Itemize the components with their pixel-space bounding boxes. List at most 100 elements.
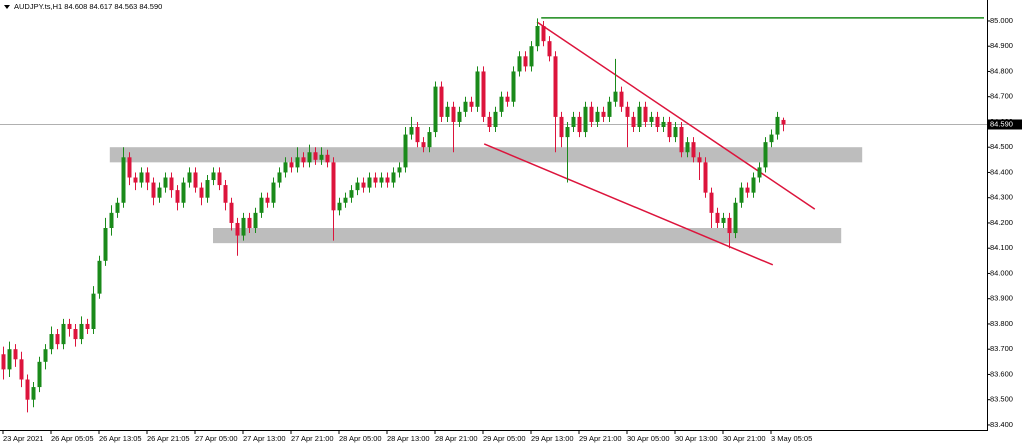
candle-body: [313, 152, 318, 160]
candle-body: [163, 177, 168, 188]
candle-body: [409, 127, 414, 135]
candle-body: [103, 228, 108, 261]
candle-body: [721, 217, 726, 223]
candle-body: [691, 142, 696, 158]
candle-body: [169, 177, 174, 191]
candle-body: [547, 41, 552, 57]
candle-body: [19, 359, 24, 380]
price-label-box: [988, 119, 1022, 130]
candle-body: [301, 157, 306, 163]
candle-body: [241, 217, 246, 236]
candle-body: [67, 323, 72, 330]
candle-body: [463, 101, 468, 112]
support-zone: [213, 228, 842, 244]
y-tick-label: 83.800: [990, 319, 1013, 328]
candle-body: [637, 106, 642, 128]
y-tick-label: 83.500: [990, 395, 1013, 404]
candle-body: [385, 177, 390, 183]
y-tick-label: 84.900: [990, 41, 1013, 50]
candle-body: [391, 172, 396, 183]
candle-body: [697, 157, 702, 163]
x-tick-label: 27 Apr 13:00: [243, 434, 286, 443]
plot-area: [0, 17, 987, 413]
candle-body: [769, 134, 774, 143]
candle-body: [337, 202, 342, 211]
candle-body: [49, 334, 54, 350]
candle-body: [349, 190, 354, 198]
x-tick-label: 26 Apr 13:05: [99, 434, 142, 443]
candle-body: [271, 182, 276, 203]
candle-body: [115, 202, 120, 213]
candle-body: [673, 127, 678, 138]
candle-body: [655, 116, 660, 128]
y-tick-label: 84.300: [990, 193, 1013, 202]
candle-body: [187, 172, 192, 183]
candle-body: [739, 187, 744, 203]
candle-body: [523, 56, 528, 67]
candle-body: [763, 142, 768, 168]
candle-body: [667, 121, 672, 138]
candle-body: [73, 329, 78, 340]
x-tick-label: 26 Apr 05:05: [51, 434, 94, 443]
price-label: 84.590: [990, 119, 1013, 128]
y-tick-label: 84.500: [990, 142, 1013, 151]
x-tick-label: 26 Apr 21:05: [147, 434, 190, 443]
candle-body: [517, 56, 522, 72]
candle-body: [139, 172, 144, 183]
candle-body: [715, 212, 720, 223]
y-tick-label: 83.400: [990, 420, 1013, 429]
x-tick-label: 30 Apr 05:00: [627, 434, 670, 443]
y-tick-label: 84.100: [990, 243, 1013, 252]
chart-title: AUDJPY.ts,H1 84.608 84.617 84.563 84.590: [14, 2, 162, 11]
candle-body: [205, 180, 210, 198]
candle-body: [331, 162, 336, 211]
candle-body: [541, 26, 546, 42]
candle-body: [247, 217, 252, 229]
candle-body: [643, 106, 648, 122]
candle-body: [781, 119, 786, 125]
candle-body: [133, 177, 138, 183]
candle-body: [565, 127, 570, 138]
candle-body: [295, 157, 300, 168]
trend-line: [536, 21, 816, 210]
candle-body: [403, 134, 408, 168]
candle-body: [529, 46, 534, 67]
candle-body: [727, 217, 732, 234]
candle-body: [85, 323, 90, 330]
candle-body: [379, 177, 384, 183]
candle-body: [613, 91, 618, 102]
candle-body: [361, 182, 366, 188]
candle-body: [1, 354, 6, 370]
candle-body: [235, 222, 240, 236]
candle-body: [43, 349, 48, 362]
candle-body: [433, 86, 438, 133]
menu-arrow[interactable]: [4, 5, 10, 9]
support-zone: [109, 147, 863, 163]
candle-body: [439, 86, 444, 117]
candle-body: [367, 177, 372, 188]
candle-body: [25, 379, 30, 400]
candle-body: [475, 71, 480, 107]
candle-body: [193, 172, 198, 188]
candle-body: [181, 182, 186, 203]
candle-body: [157, 187, 162, 198]
candle-body: [217, 172, 222, 186]
candle-body: [343, 197, 348, 203]
candle-body: [319, 154, 324, 160]
candle-body: [259, 197, 264, 213]
candle-body: [13, 349, 18, 360]
x-tick-label: 27 Apr 05:00: [195, 434, 238, 443]
candle-body: [109, 212, 114, 229]
y-tick-label: 83.900: [990, 294, 1013, 303]
x-tick-label: 30 Apr 13:00: [675, 434, 718, 443]
candle-body: [553, 56, 558, 117]
candle-body: [505, 96, 510, 102]
x-tick-label: 23 Apr 2021: [3, 434, 43, 443]
candle-body: [469, 101, 474, 107]
candle-body: [733, 202, 738, 234]
candle-body: [457, 111, 462, 122]
x-tick-label: 30 Apr 21:00: [723, 434, 766, 443]
candle-body: [631, 116, 636, 128]
candle-body: [61, 323, 66, 345]
